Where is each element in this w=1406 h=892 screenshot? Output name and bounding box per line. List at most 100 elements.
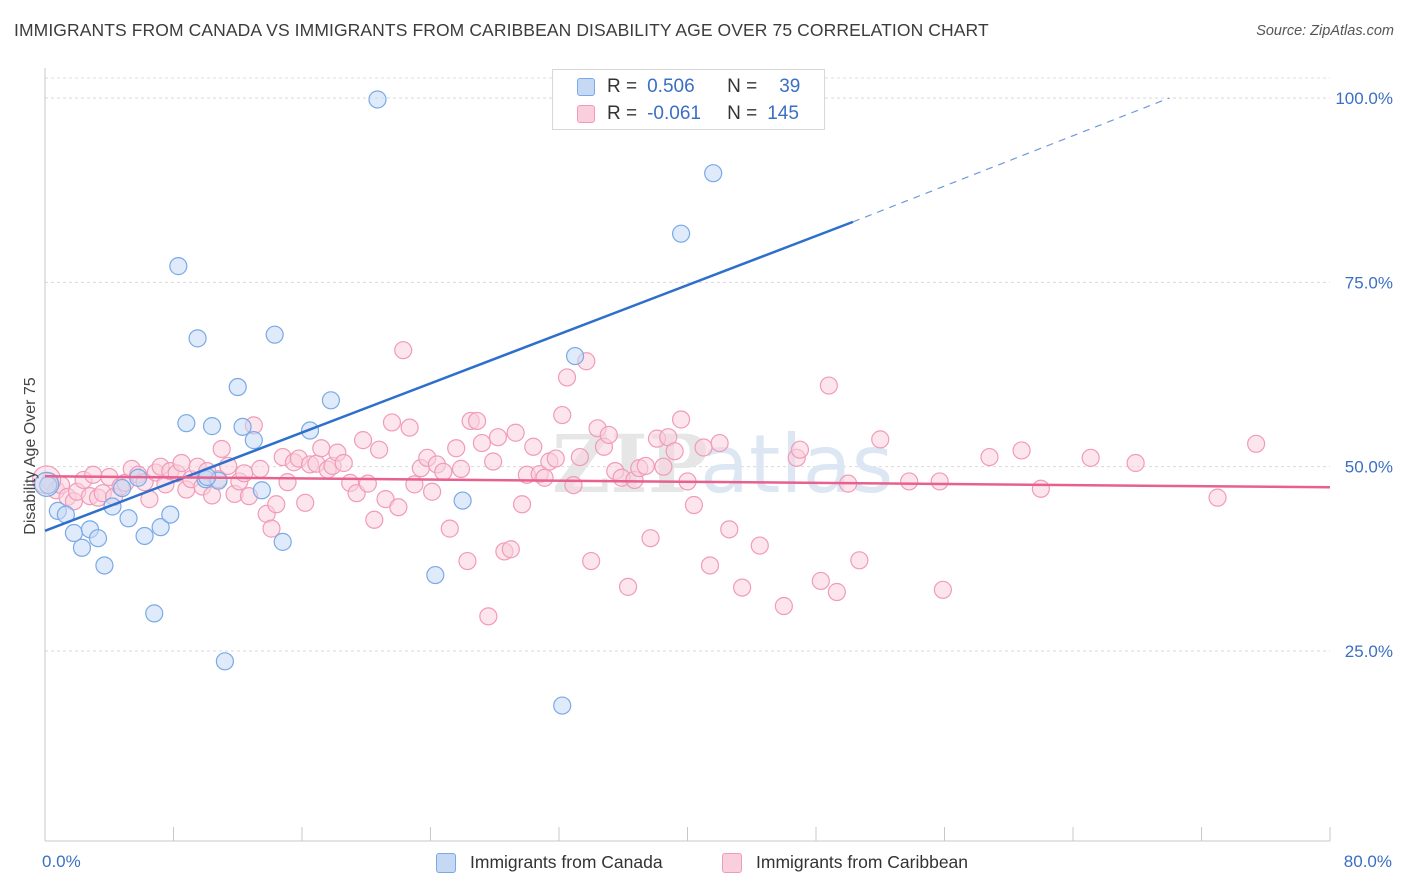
caribbean-point-117 <box>710 433 729 453</box>
caribbean-point-85 <box>512 495 532 514</box>
legend-row-canada: R = 0.506 N = 39 <box>577 75 800 99</box>
caribbean-point-123 <box>790 440 810 459</box>
caribbean-point-109 <box>654 457 673 476</box>
bottom-legend-swatch-canada <box>436 852 456 873</box>
source-credit: Source: ZipAtlas.com <box>1256 23 1394 39</box>
y-tick-label-25: 25.0% <box>1345 642 1393 661</box>
caribbean-point-84 <box>506 423 525 442</box>
caribbean-point-103 <box>618 577 638 596</box>
trend-lines <box>44 97 1331 532</box>
caribbean-point-72 <box>440 519 459 538</box>
caribbean-point-65 <box>400 418 419 437</box>
canada-point-20 <box>202 417 222 436</box>
caribbean-point-73 <box>447 439 466 458</box>
caribbean-point-41 <box>262 519 281 538</box>
caribbean-point-138 <box>1208 488 1227 507</box>
caribbean-point-61 <box>376 490 395 509</box>
caribbean-point-118 <box>720 520 739 539</box>
legend-n-value-caribbean: 145 <box>767 103 799 124</box>
legend-swatch-canada <box>577 78 595 96</box>
legend-n-label: N = <box>727 76 758 97</box>
caribbean-point-87 <box>524 437 543 456</box>
canada-point-32 <box>426 565 445 585</box>
caribbean-point-58 <box>358 474 377 493</box>
caribbean-point-130 <box>900 472 919 491</box>
caribbean-point-59 <box>365 510 384 529</box>
caribbean-point-134 <box>1012 441 1031 460</box>
canada-point-22 <box>215 652 234 671</box>
legend-n-value-canada: 39 <box>779 76 801 97</box>
canada-point-17 <box>177 414 196 433</box>
caribbean-point-136 <box>1081 448 1100 467</box>
caribbean-point-125 <box>819 376 838 395</box>
caribbean-point-120 <box>750 536 769 555</box>
caribbean-point-69 <box>423 482 442 501</box>
caribbean-point-44 <box>278 473 297 492</box>
caribbean-point-95 <box>570 447 589 467</box>
caribbean-point-71 <box>434 462 453 481</box>
caribbean-point-128 <box>850 551 869 570</box>
caribbean-point-115 <box>694 438 713 457</box>
canada-point-24 <box>233 417 252 436</box>
caribbean-point-77 <box>467 411 487 431</box>
canada-point-16 <box>169 257 188 276</box>
canada-point-28 <box>273 532 292 551</box>
y-tick-labels: 25.0% 50.0% 75.0% 100.0% <box>1335 89 1393 661</box>
caribbean-point-100 <box>599 425 618 445</box>
caribbean-point-106 <box>636 456 655 476</box>
canada-point-9 <box>112 478 132 498</box>
caribbean-point-114 <box>684 495 704 515</box>
canada-point-35 <box>565 346 585 366</box>
trend-line-canada <box>44 220 854 532</box>
caribbean-point-135 <box>1031 479 1050 498</box>
canada-point-7 <box>95 556 114 575</box>
y-tick-label-75: 75.0% <box>1345 273 1393 292</box>
caribbean-point-74 <box>451 459 471 478</box>
caribbean-point-131 <box>930 472 949 491</box>
y-axis-label: Disability Age Over 75 <box>22 377 39 535</box>
caribbean-point-78 <box>472 433 491 453</box>
bottom-legend-label-canada: Immigrants from Canada <box>470 852 663 872</box>
caribbean-point-57 <box>353 431 373 450</box>
caribbean-point-124 <box>811 571 830 591</box>
canada-point-18 <box>188 329 207 348</box>
legend-row-caribbean: R = -0.061 N = 145 <box>577 102 799 126</box>
legend-r-label: R = <box>607 76 638 97</box>
y-tick-label-100: 100.0% <box>1335 89 1393 108</box>
caribbean-point-139 <box>1247 434 1266 453</box>
x-tick-label-min: 0.0% <box>42 852 81 871</box>
y-tick-label-50: 50.0% <box>1345 458 1393 477</box>
caribbean-point-116 <box>700 556 720 575</box>
legend-n-label: N = <box>727 103 758 124</box>
caribbean-point-112 <box>671 410 691 429</box>
caribbean-point-54 <box>334 453 353 473</box>
caribbean-point-32 <box>212 439 231 459</box>
canada-point-37 <box>704 164 723 183</box>
legend-swatch-caribbean <box>577 105 595 123</box>
canada-point-15 <box>161 505 180 524</box>
trend-line-canada-extension <box>852 97 1170 223</box>
caribbean-point-64 <box>394 341 413 360</box>
legend-r-label: R = <box>607 103 638 124</box>
caribbean-point-121 <box>774 596 793 616</box>
caribbean-point-80 <box>484 452 503 471</box>
bottom-legend-canada: Immigrants from Canada <box>436 852 663 873</box>
caribbean-point-133 <box>980 447 999 467</box>
canada-point-13 <box>145 604 164 623</box>
caribbean-point-137 <box>1126 453 1145 473</box>
caribbean-point-24 <box>172 453 191 473</box>
canada-point-12 <box>135 526 154 546</box>
axes <box>44 68 1331 842</box>
caribbean-point-126 <box>827 582 846 602</box>
trend-line-caribbean <box>44 475 1331 489</box>
bottom-legend-label-caribbean: Immigrants from Caribbean <box>756 852 969 872</box>
canada-point-14 <box>151 518 170 537</box>
canada-point-25 <box>244 431 263 450</box>
legend-r-value-canada: 0.506 <box>647 76 695 97</box>
bottom-legend-caribbean: Immigrants from Caribbean <box>722 852 968 873</box>
canada-point-27 <box>265 325 284 344</box>
chart-title: IMMIGRANTS FROM CANADA VS IMMIGRANTS FRO… <box>14 20 989 40</box>
caribbean-point-93 <box>557 368 577 387</box>
bottom-legend-swatch-caribbean <box>722 852 742 873</box>
